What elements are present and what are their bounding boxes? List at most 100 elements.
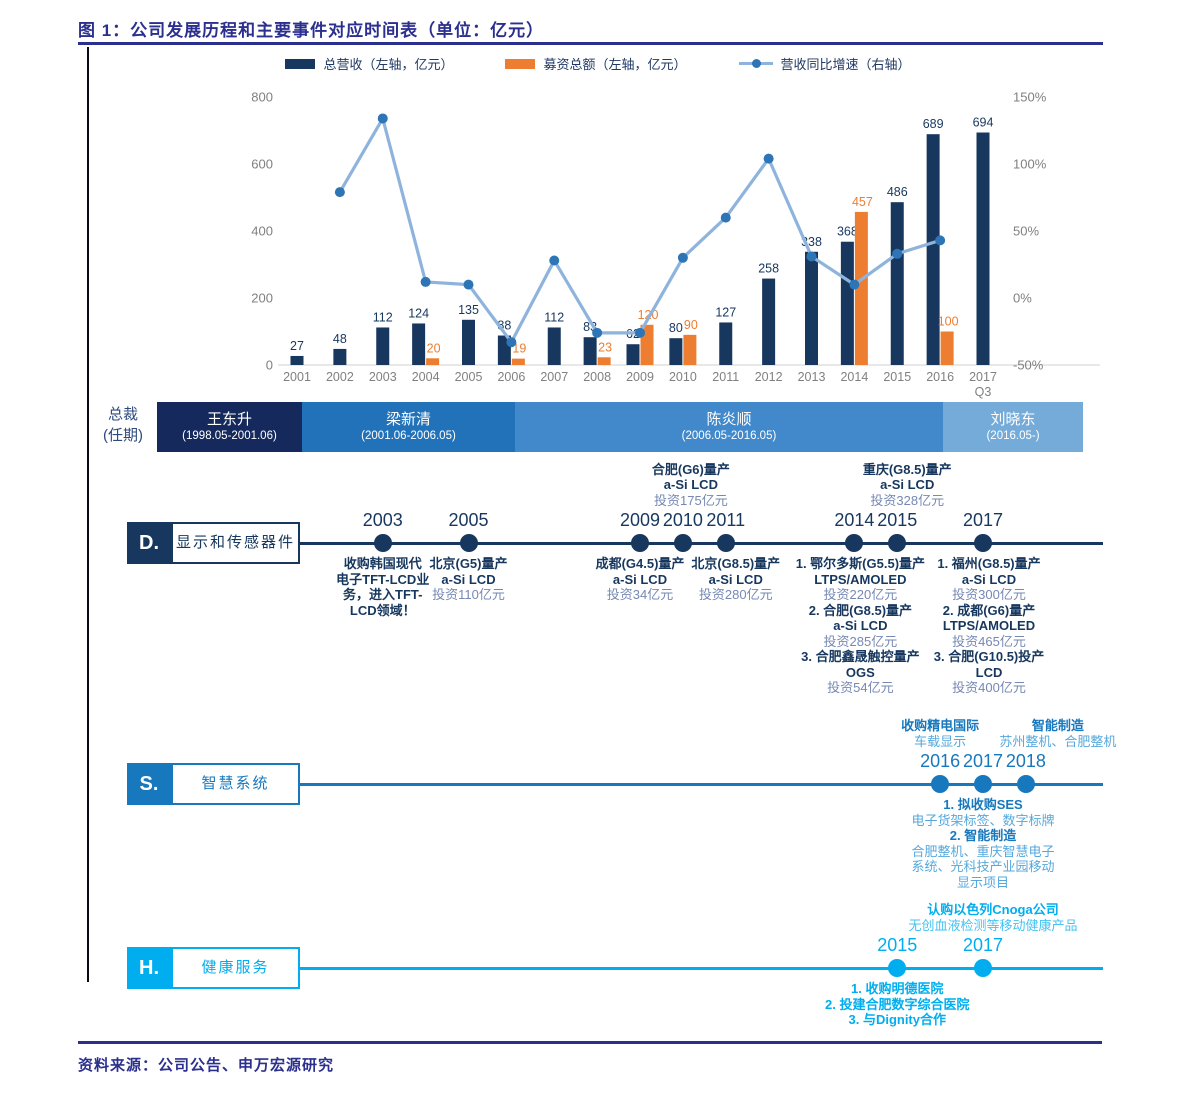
timeline-node	[631, 534, 649, 552]
x-axis-label: 2014	[840, 370, 868, 384]
annotation-line: 投资54亿元	[827, 680, 894, 695]
timeline-label-smart-systems: 智慧系统	[171, 763, 300, 805]
annotation-line: 投资465亿元	[952, 633, 1026, 649]
timeline-year: 2005	[448, 510, 489, 530]
president-row-label: 总裁 (任期)	[103, 406, 143, 444]
annotation-line: 1. 拟收购SES	[943, 797, 1023, 812]
fundraising-bar	[511, 358, 525, 365]
revenue-label: 112	[373, 310, 393, 324]
annotation-above: 收购精电国际 车载显示	[901, 718, 979, 749]
revenue-bar	[333, 348, 347, 365]
revenue-bar	[805, 251, 818, 365]
revenue-bar	[719, 322, 733, 365]
right-axis-tick: -50%	[1013, 358, 1044, 373]
annotation-line: 车载显示	[914, 733, 967, 749]
timeline-label-display: 显示和传感器件	[171, 522, 300, 564]
growth-marker	[892, 248, 903, 259]
timeline-node	[1016, 775, 1035, 793]
fundraising-label: 20	[427, 341, 441, 355]
growth-marker	[806, 251, 817, 262]
annotation-above: 重庆(G8.5)量产 a-Si LCD 投资328亿元	[863, 462, 952, 509]
growth-marker	[506, 337, 517, 348]
growth-marker	[549, 255, 560, 266]
left-axis-tick: 0	[266, 358, 273, 373]
timeline-node	[845, 534, 864, 552]
timeline-node	[974, 534, 992, 552]
annotation-line: LCD领域！	[349, 602, 416, 618]
timeline-year: 2017	[962, 935, 1004, 955]
combo-chart: 0 200 400 600 800 -50% 0% 50% 100% 150% 2001 2002 20…	[251, 90, 1100, 399]
growth-marker	[592, 327, 603, 338]
right-axis-tick: 50%	[1013, 224, 1039, 239]
revenue-bar	[840, 241, 854, 365]
annotation-line: 北京(G8.5)量产	[691, 556, 781, 571]
right-axis-tick: 150%	[1013, 90, 1047, 105]
annotation-line: 务，进入TFT-	[343, 587, 423, 602]
timeline-label-health: 健康服务	[171, 947, 300, 989]
annotation-line: 投资400亿元	[952, 680, 1026, 695]
annotation-below: 1. 福州(G8.5)量产 a-Si LCD 投资300亿元 2. 成都(G6)量产 L…	[934, 556, 1045, 696]
x-axis-label: 2007	[540, 370, 568, 384]
left-axis-tick: 800	[251, 90, 273, 105]
revenue-bar	[626, 344, 640, 365]
legend-item: 募资总额（左轴，亿元）	[505, 54, 687, 73]
revenue-bar	[669, 338, 683, 365]
annotation-line: 1. 鄂尔多斯(G5.5)量产	[795, 556, 926, 571]
annotation-line: 2. 投建合肥数字综合医院	[825, 996, 970, 1012]
growth-marker	[677, 252, 688, 263]
annotation-below: 1. 鄂尔多斯(G5.5)量产 LTPS/AMOLED 投资220亿元 2. 合肥(G…	[796, 556, 925, 696]
fundraising-bar	[597, 357, 611, 365]
annotation-line: 显示项目	[956, 874, 1010, 890]
revenue-label: 48	[333, 332, 347, 346]
growth-marker	[635, 327, 645, 338]
annotation-line: 1. 福州(G8.5)量产	[937, 556, 1041, 571]
annotation-line: 苏州整机、合肥整机	[999, 733, 1117, 749]
timeline-node	[459, 534, 478, 552]
president-term: (2006.05-2016.05)	[681, 430, 777, 442]
x-axis-label: 2015	[883, 370, 911, 384]
revenue-bar	[412, 323, 426, 365]
timeline-line-display	[298, 541, 1103, 545]
right-axis-tick: 100%	[1013, 157, 1047, 172]
revenue-bar	[376, 327, 390, 365]
annotation-line: 电子TFT-LCD业	[336, 571, 430, 587]
x-axis-label: 2012	[755, 370, 783, 384]
x-axis-label: 2005	[455, 370, 483, 384]
fundraising-bar	[683, 334, 697, 365]
annotation-line: a-Si LCD	[612, 571, 668, 587]
timeline-year: 2016	[920, 751, 961, 771]
annotation-below: 成都(G4.5)量产 a-Si LCD 投资34亿元	[596, 556, 685, 603]
x-axis-sublabel: Q3	[975, 385, 992, 399]
annotation-line: 投资110亿元	[432, 587, 505, 602]
timeline-line-health	[298, 966, 1103, 970]
annotation-line: 电子货架标签、数字标牌	[911, 812, 1055, 828]
x-axis-label: 2002	[326, 370, 354, 384]
revenue-bar	[583, 337, 597, 365]
annotation-line: 重庆(G8.5)量产	[862, 461, 952, 477]
timeline-letter-smart-systems: S.	[127, 763, 171, 805]
timeline-node	[716, 534, 735, 552]
legend-swatch	[285, 58, 316, 69]
revenue-label: 135	[458, 303, 479, 317]
left-axis-tick: 200	[251, 291, 273, 306]
growth-marker	[420, 276, 431, 287]
timeline-year: 2017	[962, 510, 1004, 530]
president-segment: 刘晓东 (2016.05-)	[943, 402, 1083, 452]
annotation-line: LCD	[975, 664, 1003, 680]
annotation-below: 收购韩国现代 电子TFT-LCD业 务，进入TFT- LCD领域！	[336, 556, 429, 618]
bottom-rule	[78, 1041, 1102, 1044]
revenue-label: 124	[408, 306, 429, 320]
x-axis-label: 2009	[626, 370, 654, 384]
annotation-line: OGS	[845, 664, 875, 680]
fundraising-label: 23	[598, 340, 612, 354]
x-axis-label: 2001	[283, 370, 311, 384]
revenue-bar	[462, 319, 475, 365]
x-axis-label: 2017	[969, 370, 997, 384]
annotation-line: 北京(G5)量产	[429, 556, 508, 571]
annotation-line: 2. 成都(G6)量产	[942, 602, 1036, 618]
annotation-below: 北京(G5)量产 a-Si LCD 投资110亿元	[429, 556, 507, 603]
growth-marker	[935, 235, 946, 246]
x-axis-label: 2008	[583, 370, 611, 384]
revenue-label: 258	[758, 262, 779, 276]
annotation-line: 1. 收购明德医院	[851, 981, 944, 996]
